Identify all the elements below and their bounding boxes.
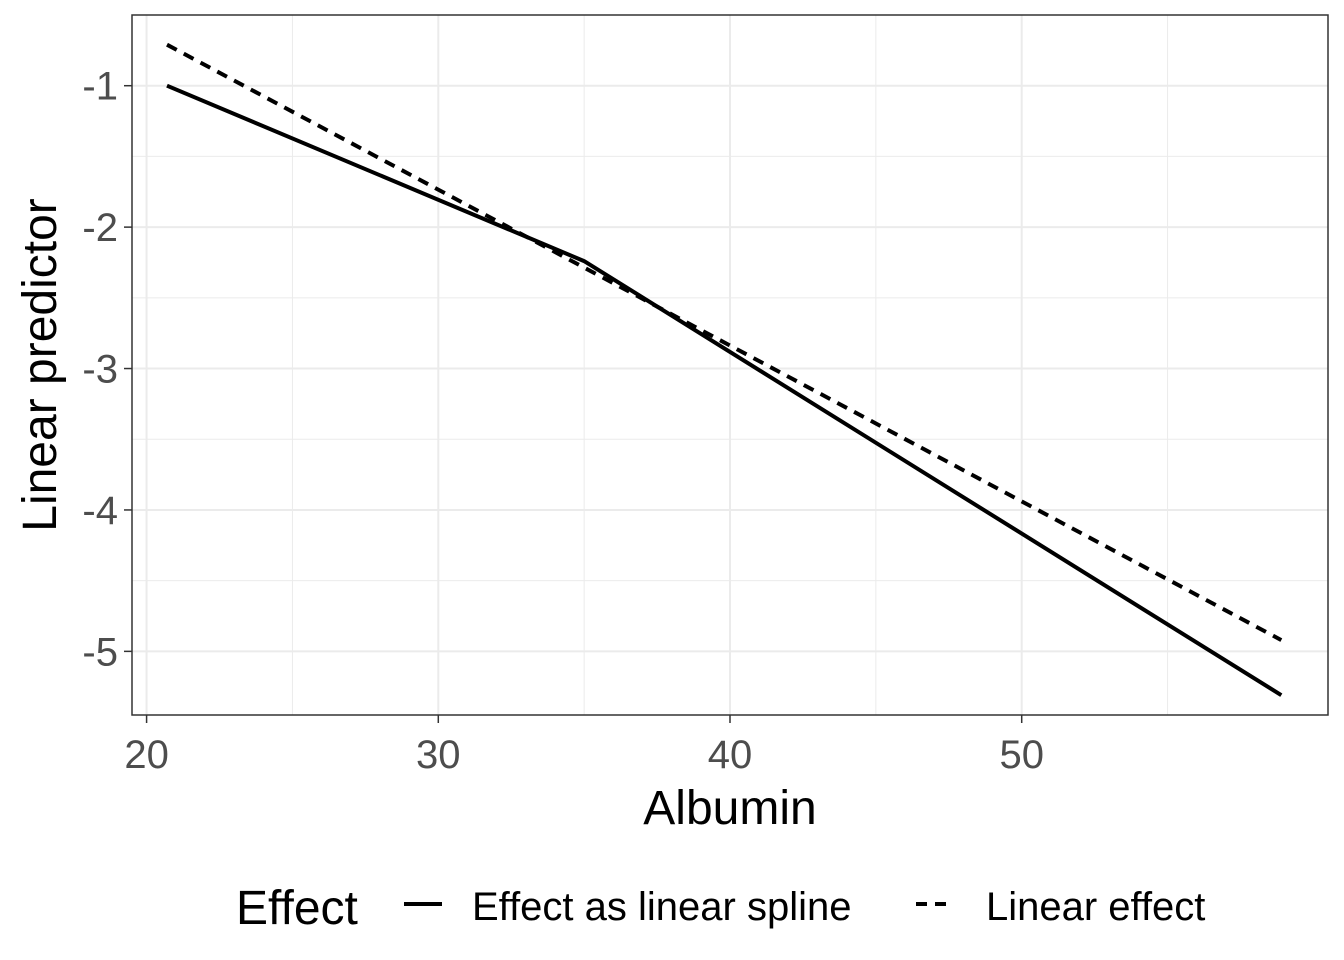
x-tick-label: 50 bbox=[999, 733, 1044, 777]
x-axis-title: Albumin bbox=[643, 782, 816, 835]
y-tick-label: -1 bbox=[82, 65, 118, 109]
series-line-linear-spline bbox=[166, 83, 1283, 697]
x-tick-label: 30 bbox=[416, 733, 461, 777]
grid bbox=[132, 14, 1328, 715]
y-tick-label: -3 bbox=[82, 348, 118, 392]
y-tick-label: -5 bbox=[82, 630, 118, 674]
y-axis: -1 -2 -3 -4 -5 bbox=[82, 65, 132, 674]
y-tick-label: -4 bbox=[82, 489, 118, 533]
legend-label-spline: Effect as linear spline bbox=[472, 885, 851, 929]
series-line-linear-effect bbox=[166, 42, 1283, 642]
x-tick-label: 40 bbox=[708, 733, 753, 777]
legend-label-linear: Linear effect bbox=[986, 885, 1205, 929]
legend: Effect Effect as linear spline Linear ef… bbox=[236, 882, 1205, 935]
legend-title: Effect bbox=[236, 882, 358, 935]
y-tick-label: -2 bbox=[82, 206, 118, 250]
y-axis-title: Linear predictor bbox=[14, 198, 67, 532]
x-tick-label: 20 bbox=[124, 733, 169, 777]
series-lines bbox=[166, 42, 1283, 697]
x-axis: 20 30 40 50 bbox=[124, 715, 1044, 777]
